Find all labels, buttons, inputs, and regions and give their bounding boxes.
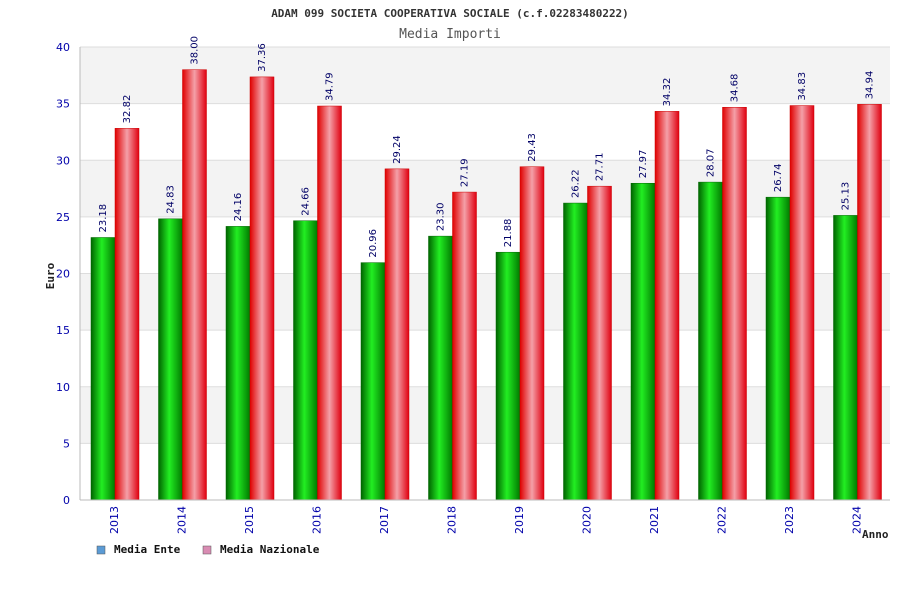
bar-media-nazionale — [317, 105, 342, 501]
bar-media-ente — [495, 251, 521, 501]
x-tick-label: 2017 — [378, 506, 391, 534]
data-label: 34.32 — [662, 78, 673, 107]
y-axis-label: Euro — [44, 262, 57, 289]
bar-media-nazionale — [114, 128, 140, 501]
chart-subtitle: Media Importi — [399, 27, 501, 42]
plot-background — [80, 47, 890, 500]
bar-media-nazionale — [182, 69, 207, 501]
bar-media-ente — [158, 218, 183, 501]
x-tick-label: 2016 — [311, 506, 324, 534]
bar-media-ente — [293, 220, 318, 501]
data-label: 23.30 — [436, 202, 447, 231]
bar-media-nazionale — [384, 168, 410, 501]
plot-band — [80, 443, 890, 500]
x-tick-label: 2014 — [176, 506, 189, 534]
legend-label-media-nazionale: Media Nazionale — [220, 543, 320, 556]
y-tick-label: 0 — [63, 494, 70, 507]
bar-media-ente — [765, 196, 791, 501]
x-axis-ticks: 2013 2014 2015 2016 2017 2018 2019 2020 2021 2022… — [108, 506, 864, 534]
x-tick-label: 2018 — [446, 506, 459, 534]
data-label: 21.88 — [503, 219, 514, 248]
bar-media-nazionale — [519, 166, 545, 501]
bar-media-nazionale — [249, 76, 275, 501]
y-tick-label: 5 — [63, 437, 70, 450]
bar-media-ente — [563, 202, 588, 501]
x-tick-label: 2015 — [243, 506, 256, 534]
chart-title: ADAM 099 SOCIETA COOPERATIVA SOCIALE (c.… — [271, 7, 629, 20]
data-label: 26.22 — [571, 169, 582, 198]
x-tick-label: 2013 — [108, 506, 121, 534]
y-tick-label: 15 — [56, 324, 70, 337]
bar-media-ente — [833, 215, 858, 501]
x-tick-label: 2020 — [581, 506, 594, 534]
y-tick-label: 20 — [56, 268, 70, 281]
data-label: 27.19 — [460, 158, 471, 187]
bars: 23.18 32.82 24.83 38.00 24.16 37.36 24.66 34.79… — [90, 36, 882, 501]
plot-band — [80, 160, 890, 217]
y-axis-ticks: 0 5 10 15 20 25 30 35 40 — [56, 41, 70, 507]
data-label: 37.36 — [257, 43, 268, 72]
legend-swatch-media-ente — [96, 545, 106, 555]
bar-media-nazionale — [857, 104, 882, 501]
data-label: 38.00 — [190, 36, 201, 65]
bar-media-nazionale — [789, 105, 815, 501]
data-label: 29.43 — [527, 133, 538, 162]
legend: Media Ente Media Nazionale — [96, 543, 320, 556]
data-label: 26.74 — [773, 164, 784, 193]
bar-media-nazionale — [654, 111, 680, 501]
data-label: 34.79 — [325, 72, 336, 101]
bar-media-ente — [90, 237, 116, 501]
y-tick-label: 40 — [56, 41, 70, 54]
data-label: 20.96 — [368, 229, 379, 258]
x-tick-label: 2024 — [851, 506, 864, 534]
bar-media-ente — [360, 262, 386, 501]
x-axis-label: Anno — [862, 528, 889, 541]
data-label: 32.82 — [122, 95, 133, 124]
data-label: 34.83 — [797, 72, 808, 101]
bar-media-ente — [698, 181, 723, 501]
data-label: 23.18 — [98, 204, 109, 233]
bar-media-nazionale — [452, 191, 477, 501]
y-tick-label: 30 — [56, 154, 70, 167]
bar-media-ente — [225, 226, 251, 501]
y-tick-label: 35 — [56, 98, 70, 111]
y-tick-label: 25 — [56, 211, 70, 224]
bar-media-ente — [630, 182, 656, 501]
plot-band — [80, 103, 890, 161]
data-label: 28.07 — [706, 148, 717, 177]
data-label: 24.16 — [233, 193, 244, 222]
plot-band — [80, 47, 890, 104]
data-label: 34.94 — [865, 71, 876, 100]
bar-media-nazionale — [722, 106, 747, 501]
bar-media-nazionale — [587, 185, 612, 501]
data-label: 29.24 — [392, 135, 403, 164]
bar-media-ente — [428, 235, 453, 501]
legend-swatch-media-nazionale — [202, 545, 212, 555]
plot-band — [80, 330, 890, 387]
plot-band — [80, 216, 890, 274]
data-label: 27.71 — [595, 153, 606, 182]
plot-band — [80, 386, 890, 444]
data-label: 25.13 — [841, 182, 852, 211]
x-tick-label: 2022 — [716, 506, 729, 534]
legend-label-media-ente: Media Ente — [114, 543, 181, 556]
x-tick-label: 2019 — [513, 506, 526, 534]
data-label: 24.83 — [166, 185, 177, 214]
y-tick-label: 10 — [56, 381, 70, 394]
data-label: 24.66 — [301, 187, 312, 216]
plot-band — [80, 273, 890, 331]
x-tick-label: 2023 — [783, 506, 796, 534]
data-label: 34.68 — [730, 74, 741, 103]
data-label: 27.97 — [638, 150, 649, 179]
x-tick-label: 2021 — [648, 506, 661, 534]
